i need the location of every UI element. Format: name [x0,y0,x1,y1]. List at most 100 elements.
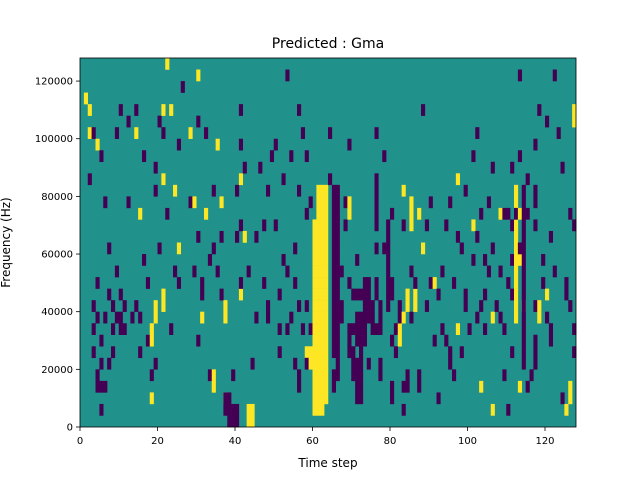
heatmap-cell [521,184,526,197]
heatmap-cell [122,300,127,312]
heatmap-cell [490,403,495,416]
heatmap-cell [331,254,337,266]
heatmap-cell [390,334,395,347]
heatmap-cell [374,173,379,186]
heatmap-cell [266,300,271,312]
heatmap-cell [223,392,228,405]
heatmap-cell [355,288,360,301]
heatmap-cell [312,346,317,359]
heatmap-cell [324,334,329,347]
heatmap-cell [91,323,96,335]
heatmap-cell [335,300,340,312]
heatmap-cell [351,288,356,301]
heatmap-cell [572,115,577,128]
heatmap-cell [262,219,267,232]
heatmap-cell [215,138,220,151]
heatmap-cell [335,277,340,289]
heatmap-cell [378,311,383,324]
heatmap-cell [359,288,364,301]
heatmap-cell [424,219,430,232]
heatmap-cell [459,242,464,255]
heatmap-cell [537,104,542,116]
heatmap-cell [343,219,348,232]
heatmap-cell [161,300,166,312]
x-tick-label: 20 [151,436,164,447]
heatmap-cell [335,357,340,370]
heatmap-cell [339,300,344,312]
heatmap-cell [374,277,379,289]
heatmap-cell [235,415,240,428]
heatmap-cell [339,265,344,278]
heatmap-cell [293,242,298,255]
heatmap-cell [521,219,526,232]
heatmap-cell [386,277,391,289]
heatmap-cell [331,334,337,347]
heatmap-cell [87,127,92,139]
heatmap-cell [149,334,154,347]
heatmap-cell [324,277,329,289]
heatmap-cell [390,207,395,220]
heatmap-cell [320,323,325,335]
heatmap-cell [293,277,298,289]
heatmap-cell [324,311,329,324]
heatmap-cell [335,207,340,220]
heatmap-cell [514,184,519,197]
heatmap-cell [397,323,402,335]
heatmap-cell [502,323,507,335]
heatmap-cell [111,300,116,312]
heatmap-cell [560,392,565,405]
heatmap-cell [521,334,526,347]
heatmap-cell [490,161,495,174]
heatmap-cell [331,288,337,301]
heatmap-cell [118,288,123,301]
heatmap-cell [335,196,340,209]
heatmap-cell [533,346,538,359]
heatmap-cell [316,219,321,232]
heatmap-cell [521,207,526,220]
heatmap-cell [351,323,356,335]
heatmap-cell [196,334,201,347]
heatmap-cell [312,254,317,266]
heatmap-cell [514,288,519,301]
heatmap-cell [95,369,100,382]
heatmap-cell [362,277,368,289]
heatmap-cell [320,346,325,359]
heatmap-cell [316,403,321,416]
heatmap-cell [312,288,317,301]
heatmap-cell [355,334,360,347]
heatmap-cell [126,196,131,209]
heatmap-cell [324,207,329,220]
heatmap-cell [134,127,139,139]
heatmap-cell [312,265,317,278]
heatmap-cell [533,184,538,197]
x-tick-label: 60 [306,436,319,447]
heatmap-cell [366,300,371,312]
heatmap-cell [514,207,519,220]
heatmap-cell [99,150,104,163]
heatmap-cell [180,81,185,93]
heatmap-cell [223,311,228,324]
heatmap-cell [331,311,337,324]
y-tick-label: 120000 [35,77,73,88]
heatmap-cell [173,184,178,197]
heatmap-cell [324,357,329,370]
heatmap-cell [335,288,340,301]
heatmap-cell [452,277,457,289]
heatmap-cell [339,311,344,324]
heatmap-cell [510,161,515,174]
heatmap-cell [266,184,271,197]
heatmap-cell [312,230,317,243]
heatmap-cell [405,380,410,393]
heatmap-cell [304,357,309,370]
heatmap-cell [366,288,371,301]
heatmap-cell [374,184,379,197]
heatmap-cell [331,184,337,197]
heatmap-cell [238,173,244,186]
heatmap-cell [196,69,201,82]
heatmap-cell [514,277,519,289]
heatmap-cell [471,254,476,266]
heatmap-cell [413,300,418,312]
heatmap-cell [331,230,337,243]
heatmap-cell [324,323,329,335]
